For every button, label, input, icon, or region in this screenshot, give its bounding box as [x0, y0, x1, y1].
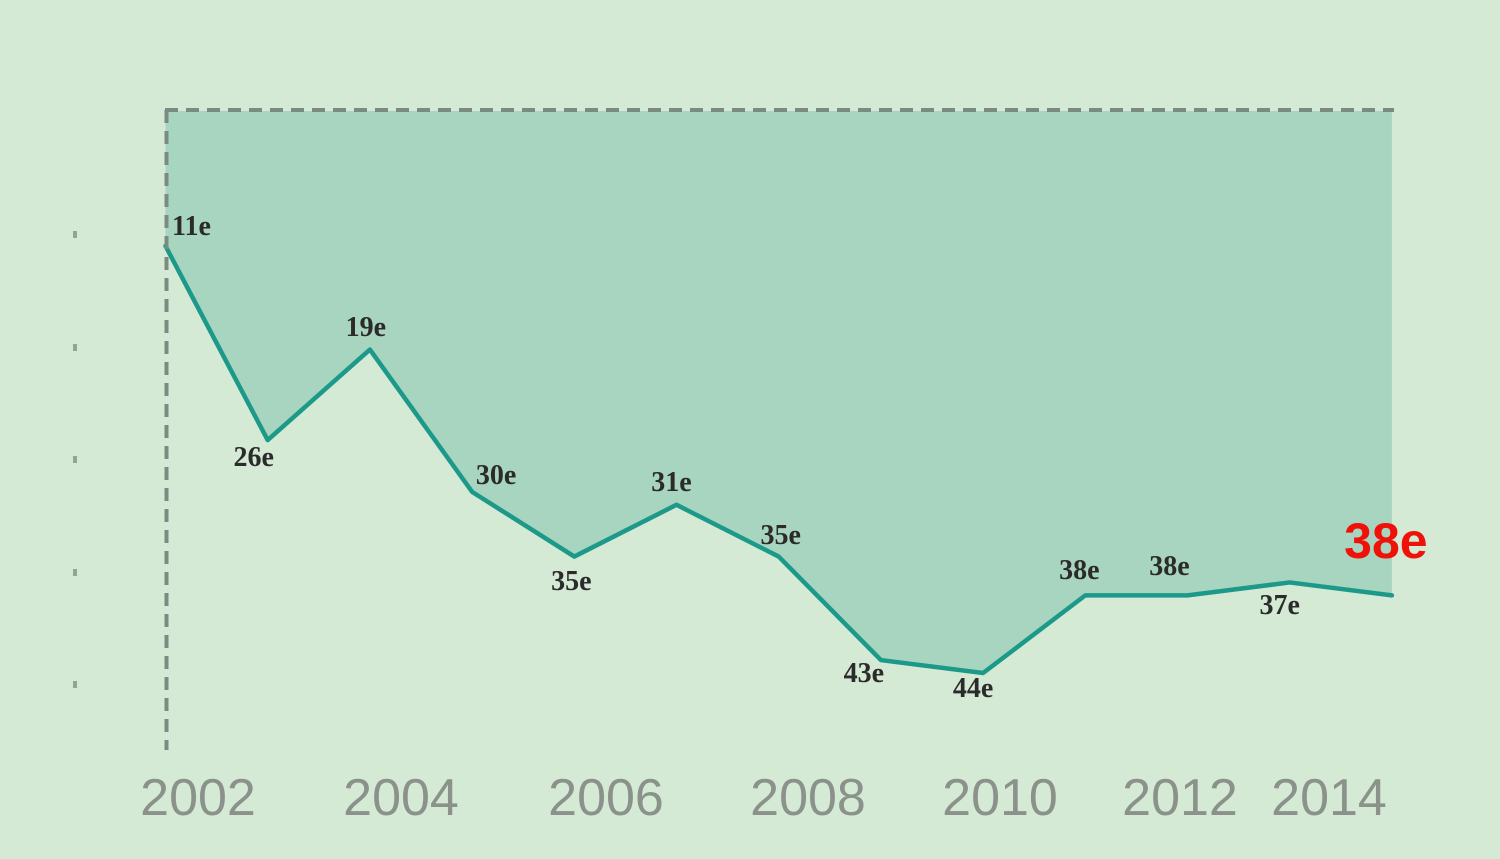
- point-label: 38e: [1149, 551, 1190, 583]
- y-tick-icon: [73, 456, 77, 463]
- x-axis-label-2010: 2010: [942, 769, 1058, 827]
- point-label: 43e: [843, 658, 885, 690]
- highlight-point-label: 38e: [1344, 513, 1428, 570]
- area-fill: [165, 111, 1392, 674]
- point-label: 11e: [172, 211, 211, 242]
- x-axis-label-2004: 2004: [343, 769, 459, 827]
- point-label: 26e: [233, 442, 274, 474]
- y-tick-icon: [73, 681, 77, 688]
- x-axis-label-2012: 2012: [1122, 769, 1238, 827]
- point-label: 35e: [760, 519, 801, 551]
- y-tick-icon: [73, 231, 77, 238]
- point-label: 38e: [1059, 555, 1100, 587]
- point-label: 30e: [475, 459, 517, 491]
- point-label: 37e: [1259, 590, 1300, 622]
- y-axis-ticks: [73, 231, 77, 688]
- point-label: 35e: [551, 565, 592, 597]
- x-axis-label-2014: 2014: [1271, 769, 1387, 827]
- x-axis-label-2008: 2008: [750, 769, 866, 827]
- x-axis-label-2002: 2002: [140, 769, 256, 827]
- point-label: 44e: [952, 673, 994, 705]
- y-tick-icon: [73, 344, 77, 351]
- point-label: 31e: [651, 466, 692, 498]
- trend-line: [163, 243, 1395, 676]
- x-axis-label-2006: 2006: [548, 769, 664, 827]
- point-label: 19e: [345, 311, 387, 343]
- y-tick-icon: [73, 569, 77, 576]
